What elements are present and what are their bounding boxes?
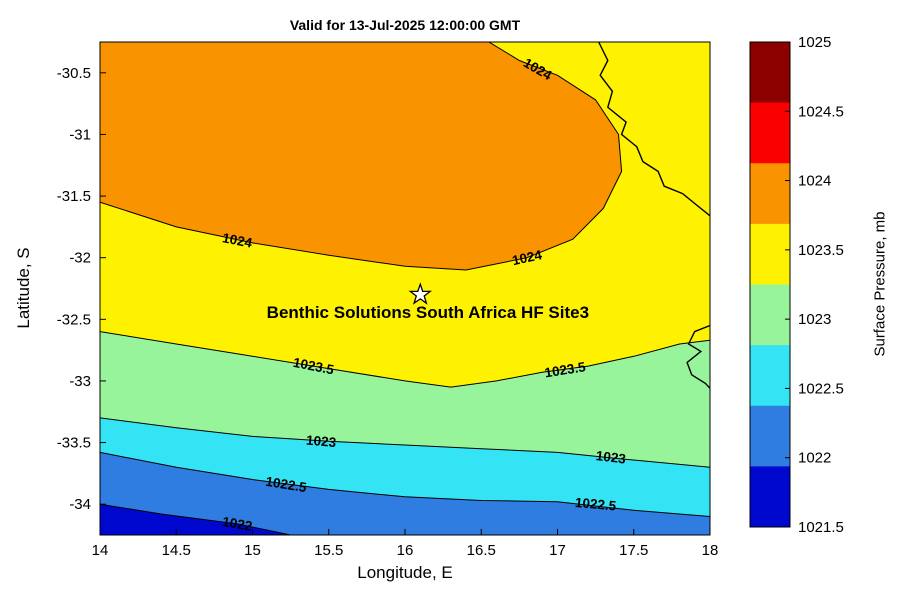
contour-label-1023.5: 1023.5 [544, 359, 588, 380]
x-tick-label: 14 [92, 542, 109, 559]
y-tick-label: -30.5 [57, 65, 91, 82]
contour-label-1022.5: 1022.5 [264, 474, 308, 495]
x-tick-label: 18 [702, 542, 719, 559]
colorbar-band-3 [750, 223, 790, 285]
colorbar-tick-label: 1025 [798, 34, 831, 51]
colorbar-label: Surface Pressure, mb [871, 211, 889, 357]
colorbar-tick-label: 1022 [798, 450, 831, 467]
colorbar-band-1 [750, 102, 790, 164]
colorbar-border [749, 41, 791, 528]
x-tick-label: 17 [549, 542, 566, 559]
contour-label-1023: 1023 [595, 448, 627, 467]
contour-label-1022: 1022 [221, 514, 253, 534]
y-tick-label: -33 [69, 373, 91, 390]
coastline-0 [598, 42, 710, 217]
y-tick-label: -33.5 [57, 435, 91, 452]
contour-line-1023 [100, 417, 710, 468]
y-tick-label: -32.5 [57, 311, 91, 328]
contour-line-1022 [100, 503, 291, 535]
colorbar-band-7 [750, 466, 790, 528]
colorbar-tick-label: 1022.5 [798, 380, 844, 397]
x-tick-label: 15 [244, 542, 261, 559]
y-tick-label: -34 [69, 496, 91, 513]
colorbar-tick-label: 1023 [798, 311, 831, 328]
colorbar-tick-label: 1021.5 [798, 519, 844, 536]
contour-line-1024 [100, 42, 623, 271]
colorbar-band-2 [750, 163, 790, 225]
x-tick-label: 17.5 [619, 542, 648, 559]
contour-line-1023.5 [100, 331, 710, 388]
x-tick-label: 16 [397, 542, 414, 559]
colorbar-tick-label: 1024.5 [798, 103, 844, 120]
colorbar-band-6 [750, 405, 790, 467]
contour-label-1022.5: 1022.5 [574, 495, 617, 514]
site-label: Benthic Solutions South Africa HF Site3 [267, 303, 589, 322]
y-tick-label: -31 [69, 126, 91, 143]
x-axis-label: Longitude, E [357, 563, 453, 582]
contour-label-1024: 1024 [511, 247, 544, 268]
colorbar-band-5 [750, 345, 790, 407]
site-star-marker [408, 282, 433, 305]
colorbar-tick-label: 1023.5 [798, 242, 844, 259]
x-tick-label: 16.5 [467, 542, 496, 559]
band-fill-1024 [100, 42, 622, 270]
x-tick-label: 14.5 [162, 542, 191, 559]
band-fill-1022.5 [100, 452, 710, 535]
colorbar-band-4 [750, 284, 790, 346]
colorbar-tick-label: 1024 [798, 173, 831, 190]
colorbar-band-0 [750, 42, 790, 104]
contour-label-1023: 1023 [306, 433, 338, 451]
y-axis-label: Latitude, S [14, 247, 33, 329]
x-tick-label: 15.5 [314, 542, 343, 559]
contour-line-1022.5 [100, 451, 710, 517]
y-tick-label: -31.5 [57, 188, 91, 205]
contour-label-1024: 1024 [221, 230, 254, 251]
figure-title: Valid for 13-Jul-2025 12:00:00 GMT [289, 17, 521, 33]
y-tick-label: -32 [69, 250, 91, 267]
coastline-1 [686, 324, 710, 389]
